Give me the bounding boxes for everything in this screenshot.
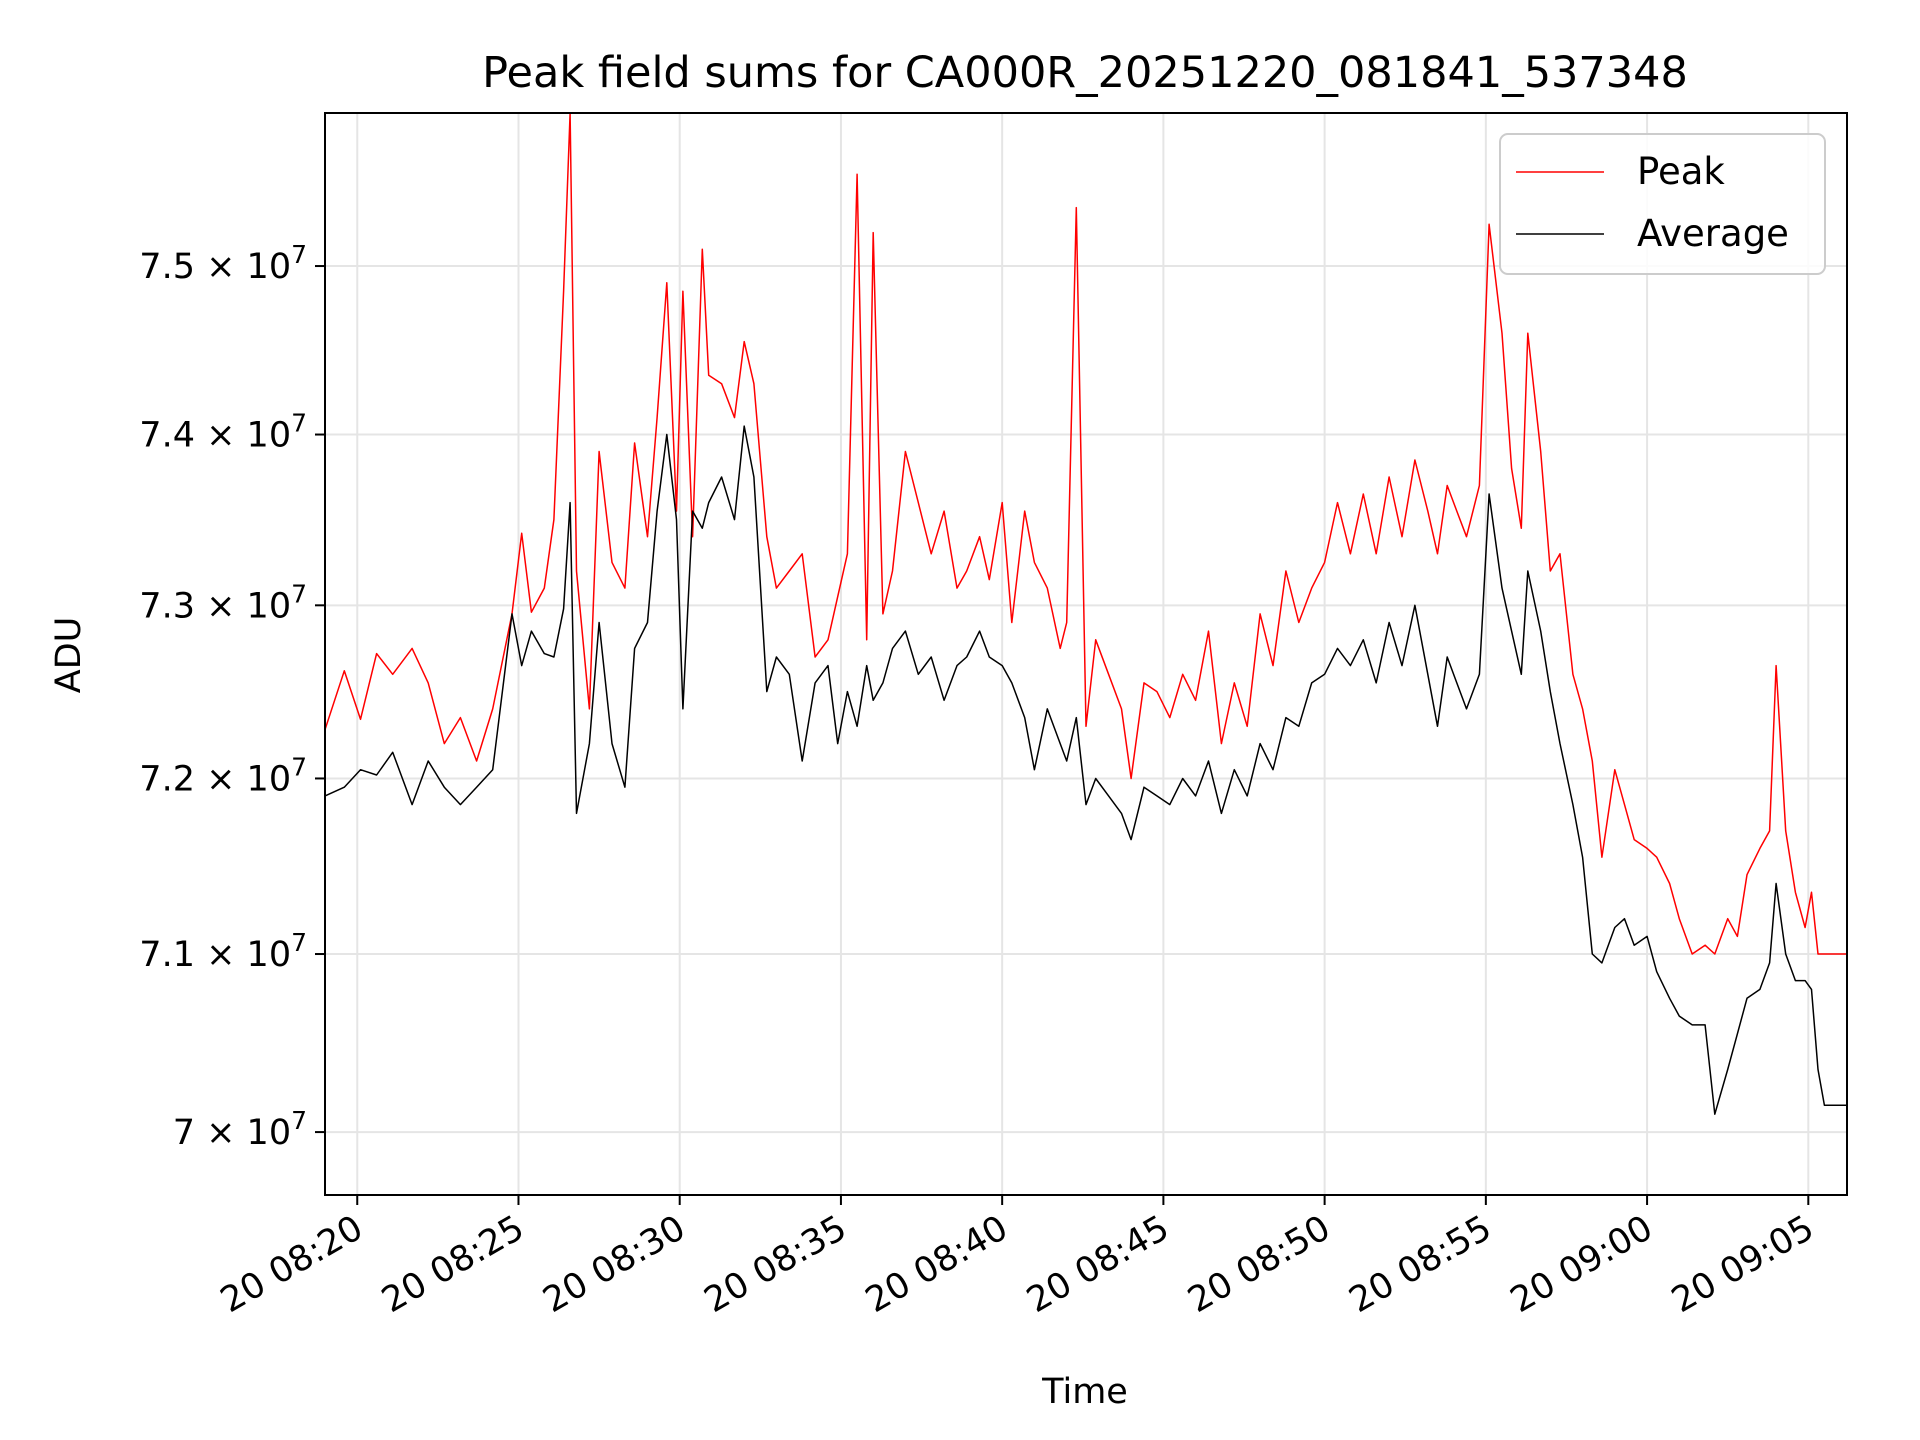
y-tick-base: × 10 [195,935,291,975]
y-tick-mantissa: 7 [173,1113,195,1153]
plot-frame [324,112,1848,1196]
y-tick-exponent: 7 [291,928,307,957]
y-tick-base: × 10 [195,759,291,799]
y-axis-label: ADU [49,617,89,694]
chart-title: Peak field sums for CA000R_20251220_0818… [482,48,1688,98]
legend: Peak Average [1499,133,1826,275]
y-tick-exponent: 7 [291,240,307,269]
y-tick-base: × 10 [195,586,291,626]
y-tick-mantissa: 7.3 [139,586,195,626]
y-tick-exponent: 7 [291,1106,307,1135]
y-tick-base: × 10 [195,247,291,287]
y-tick-exponent: 7 [291,579,307,608]
y-tick-label: 7 × 107 [173,1106,307,1153]
y-tick-label: 7.2 × 107 [139,752,307,799]
series-layer [325,113,1847,1115]
y-tick-label: 7.4 × 107 [139,409,307,456]
y-tick-mantissa: 7.5 [139,247,195,287]
y-tick-base: × 10 [195,416,291,456]
y-tick-exponent: 7 [291,409,307,438]
y-tick-mantissa: 7.4 [139,416,195,456]
legend-label-average: Average [1637,212,1789,255]
y-tick-exponent: 7 [291,752,307,781]
series-line-average [325,425,1847,1115]
y-tick-base: × 10 [195,1113,291,1153]
x-axis-label: Time [1041,1372,1128,1412]
series-line-peak [325,113,1847,955]
legend-box [1499,133,1826,275]
y-tick-label: 7.1 × 107 [139,928,307,975]
y-tick-label: 7.5 × 107 [139,240,307,287]
y-tick-mantissa: 7.1 [139,935,195,975]
y-tick-label: 7.3 × 107 [139,579,307,626]
y-tick-mantissa: 7.2 [139,759,195,799]
legend-label-peak: Peak [1637,150,1725,193]
